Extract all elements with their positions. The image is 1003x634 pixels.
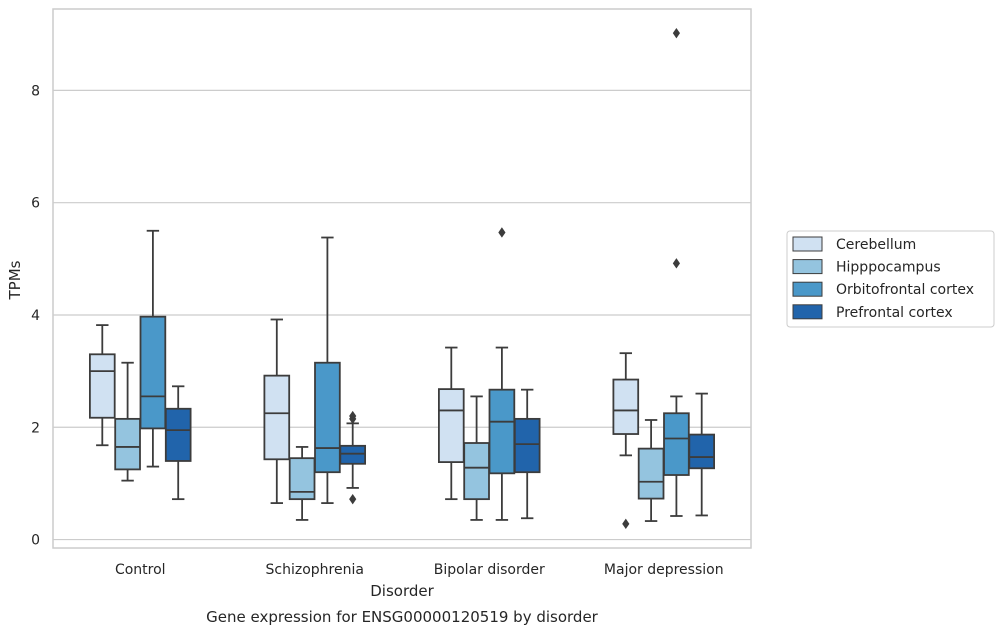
iqr-box [488,388,516,475]
box-cerebellum-schizophrenia [263,318,291,504]
box-orbitofrontal-cortex-bipolar-disorder [488,227,516,521]
iqr-box [663,412,690,476]
box-layer [88,27,716,530]
legend-frame [786,230,995,328]
x-tick-label: Control [115,562,166,578]
legend-label: Orbitofrontal cortex [836,282,974,298]
plot-frame [52,8,752,549]
iqr-box [513,417,541,474]
y-tick-label: 6 [31,196,40,212]
iqr-box [437,388,465,463]
iqr-box [88,353,116,419]
box-orbitofrontal-cortex-control [139,229,167,468]
legend-swatch [792,281,823,297]
iqr-box [612,378,640,435]
legend: Cerebellum Hipppocampus Orbitofrontal cort… [786,230,995,328]
x-axis-label: Disorder [370,582,434,600]
legend-label: Prefrontal cortex [836,305,953,321]
legend-swatch [792,304,823,320]
box-prefrontal-cortex-schizophrenia [339,410,367,505]
iqr-box [339,444,367,465]
iqr-box [263,374,291,461]
legend-items: Cerebellum Hipppocampus Orbitofrontal cort… [792,236,974,321]
x-tick-labels: Control Schizophrenia Bipolar disorder Majo… [115,562,724,578]
y-tick-label: 2 [31,420,40,436]
legend-label: Hipppocampus [836,260,941,276]
box-hipppocampus-bipolar-disorder [463,395,490,521]
outlier-point [498,227,506,238]
box-hipppocampus-major-depression [637,419,665,522]
iqr-box [314,361,341,474]
iqr-box [288,457,316,501]
box-prefrontal-cortex-major-depression [688,392,716,517]
y-tick-labels: 0 2 4 6 8 [31,83,40,548]
legend-label: Cerebellum [836,237,916,253]
y-axis-label: TPMs [6,260,24,300]
box-hipppocampus-schizophrenia [288,446,316,521]
legend-swatch [792,259,823,275]
figure-caption: Gene expression for ENSG00000120519 by d… [206,608,599,626]
box-hipppocampus-control [114,361,141,482]
iqr-box [463,442,490,501]
x-tick-label: Schizophrenia [266,562,364,578]
iqr-box [637,447,665,500]
outlier-point [672,258,681,269]
box-cerebellum-major-depression [612,352,640,530]
iqr-box [164,407,192,462]
box-prefrontal-cortex-bipolar-disorder [513,388,541,520]
iqr-box [688,433,716,470]
x-tick-label: Bipolar disorder [434,562,545,578]
y-tick-label: 4 [31,308,40,324]
x-tick-label: Major depression [604,562,724,578]
legend-swatch [792,236,823,252]
box-orbitofrontal-cortex-schizophrenia [314,236,341,504]
iqr-box [114,417,141,471]
y-tick-label: 0 [31,533,40,549]
box-cerebellum-control [88,324,116,447]
outlier-point [349,410,357,422]
outlier-point [622,518,630,530]
outlier-point [672,27,681,39]
iqr-box [139,315,167,430]
box-prefrontal-cortex-control [164,385,192,501]
box-cerebellum-bipolar-disorder [437,346,465,501]
outlier-point [349,493,357,505]
y-tick-label: 8 [31,83,40,99]
box-orbitofrontal-cortex-major-depression [663,27,690,517]
